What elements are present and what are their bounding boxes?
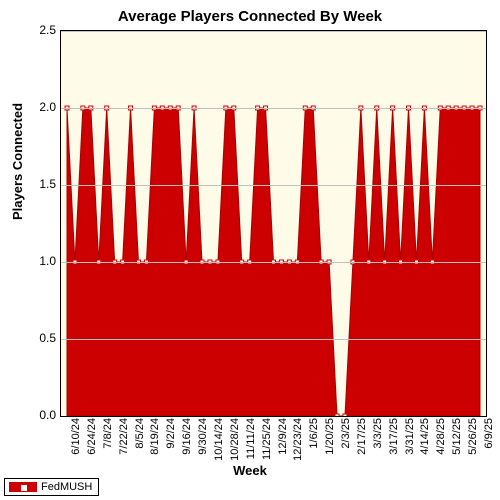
x-tick-label: 1/20/25 (324, 418, 336, 455)
x-tick-label: 10/14/24 (213, 418, 225, 461)
plot-area (60, 30, 487, 417)
y-tick-label: 2.0 (39, 100, 56, 114)
x-tick-label: 2/17/25 (356, 418, 368, 455)
x-tick-label: 4/28/25 (435, 418, 447, 455)
x-tick-label: 12/23/24 (292, 418, 304, 461)
x-tick-label: 6/9/25 (483, 418, 495, 449)
y-tick-label: 0.0 (39, 408, 56, 422)
x-tick-label: 3/31/25 (404, 418, 416, 455)
x-tick-label: 9/16/24 (181, 418, 193, 455)
x-tick-label: 12/9/24 (277, 418, 289, 455)
legend-swatch (9, 482, 37, 492)
x-tick-label: 8/19/24 (149, 418, 161, 455)
area-series (61, 31, 486, 416)
x-tick-label: 10/28/24 (229, 418, 241, 461)
gridline-h (61, 31, 486, 32)
x-tick-label: 11/11/24 (245, 418, 257, 459)
x-tick-label: 6/24/24 (86, 418, 98, 455)
x-tick-label: 4/14/25 (419, 418, 431, 455)
gridline-h (61, 262, 486, 263)
y-tick-label: 0.5 (39, 331, 56, 345)
x-tick-label: 8/5/24 (134, 418, 146, 449)
x-tick-label: 7/8/24 (102, 418, 114, 449)
y-tick-label: 2.5 (39, 23, 56, 37)
gridline-h (61, 339, 486, 340)
x-tick-label: 1/6/25 (308, 418, 320, 449)
gridline-h (61, 185, 486, 186)
gridline-h (61, 108, 486, 109)
legend-label: FedMUSH (41, 481, 92, 493)
chart-title: Average Players Connected By Week (0, 8, 500, 25)
x-tick-label: 9/30/24 (197, 418, 209, 455)
data-marker (335, 414, 339, 416)
x-tick-label: 3/3/25 (372, 418, 384, 449)
x-tick-label: 2/3/25 (340, 418, 352, 449)
chart-container: Average Players Connected By Week Player… (0, 0, 500, 500)
x-tick-label: 5/12/25 (451, 418, 463, 455)
x-tick-label: 9/2/24 (165, 418, 177, 449)
y-tick-label: 1.0 (39, 254, 56, 268)
x-tick-label: 5/26/25 (467, 418, 479, 455)
data-marker (343, 414, 347, 416)
x-tick-label: 7/22/24 (118, 418, 130, 455)
x-tick-label: 6/10/24 (70, 418, 82, 455)
y-axis-label: Players Connected (10, 103, 25, 220)
x-tick-label: 3/17/25 (388, 418, 400, 455)
y-tick-label: 1.5 (39, 177, 56, 191)
x-axis-label: Week (0, 463, 500, 478)
legend: FedMUSH (4, 478, 99, 496)
x-tick-label: 11/25/24 (261, 418, 273, 460)
